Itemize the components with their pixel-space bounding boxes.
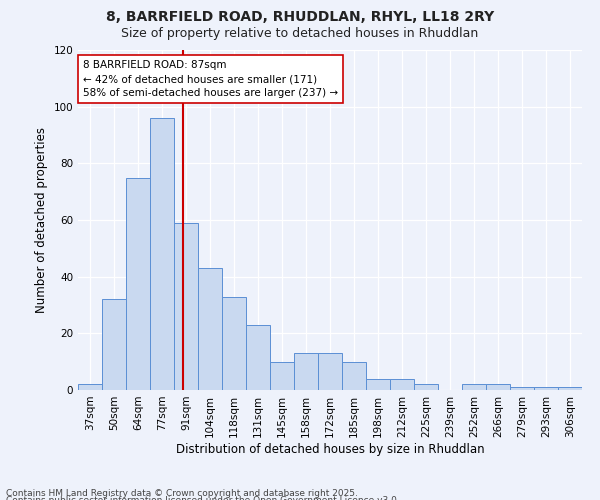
Bar xyxy=(294,353,318,390)
Bar xyxy=(318,353,342,390)
Text: Contains HM Land Registry data © Crown copyright and database right 2025.: Contains HM Land Registry data © Crown c… xyxy=(6,488,358,498)
Bar xyxy=(246,325,270,390)
Bar xyxy=(270,362,294,390)
Bar xyxy=(150,118,174,390)
Text: Contains public sector information licensed under the Open Government Licence v3: Contains public sector information licen… xyxy=(6,496,400,500)
Bar xyxy=(462,384,486,390)
Bar xyxy=(366,378,390,390)
Text: 8 BARRFIELD ROAD: 87sqm
← 42% of detached houses are smaller (171)
58% of semi-d: 8 BARRFIELD ROAD: 87sqm ← 42% of detache… xyxy=(83,60,338,98)
Bar xyxy=(414,384,438,390)
Y-axis label: Number of detached properties: Number of detached properties xyxy=(35,127,48,313)
Text: Size of property relative to detached houses in Rhuddlan: Size of property relative to detached ho… xyxy=(121,28,479,40)
Text: 8, BARRFIELD ROAD, RHUDDLAN, RHYL, LL18 2RY: 8, BARRFIELD ROAD, RHUDDLAN, RHYL, LL18 … xyxy=(106,10,494,24)
Bar xyxy=(102,300,126,390)
Bar xyxy=(342,362,366,390)
Bar xyxy=(222,296,246,390)
Bar xyxy=(174,223,198,390)
X-axis label: Distribution of detached houses by size in Rhuddlan: Distribution of detached houses by size … xyxy=(176,442,484,456)
Bar xyxy=(78,384,102,390)
Bar xyxy=(510,387,534,390)
Bar xyxy=(198,268,222,390)
Bar xyxy=(126,178,150,390)
Bar xyxy=(558,387,582,390)
Bar xyxy=(486,384,510,390)
Bar xyxy=(534,387,558,390)
Bar xyxy=(390,378,414,390)
